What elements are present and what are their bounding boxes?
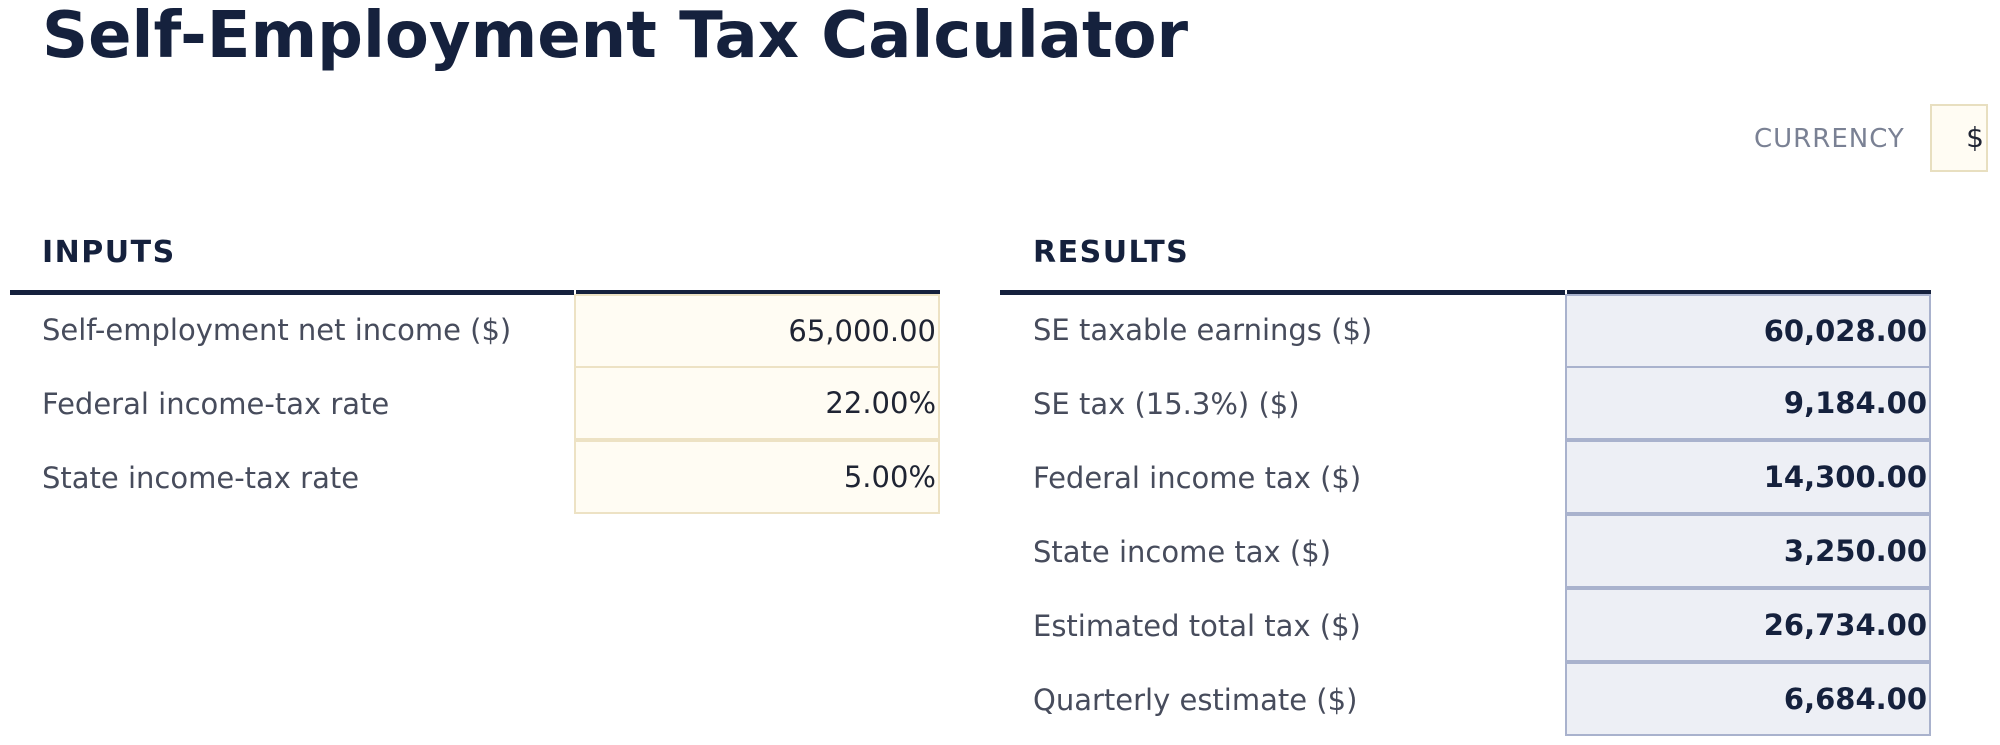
federal-income-tax-value: 14,300.00 xyxy=(1565,440,1931,514)
se-tax-value: 9,184.00 xyxy=(1565,366,1931,440)
state-income-tax-value: 3,250.00 xyxy=(1565,514,1931,588)
page-title: Self-Employment Tax Calculator xyxy=(42,0,1189,73)
result-label-total-tax: Estimated total tax ($) xyxy=(1033,609,1361,643)
results-heading-rule xyxy=(1000,290,1931,295)
inputs-rule-divider xyxy=(574,290,576,295)
result-label-federal-tax: Federal income tax ($) xyxy=(1033,461,1362,495)
currency-label: CURRENCY xyxy=(1754,124,1905,154)
se-taxable-earnings-value: 60,028.00 xyxy=(1565,294,1931,368)
result-label-se-taxable: SE taxable earnings ($) xyxy=(1033,313,1373,347)
federal-rate-input[interactable]: 22.00% xyxy=(574,366,940,440)
input-label-net-income: Self-employment net income ($) xyxy=(42,313,512,347)
input-label-federal-rate: Federal income-tax rate xyxy=(42,387,390,421)
currency-input[interactable]: $ xyxy=(1930,104,1988,172)
inputs-heading: INPUTS xyxy=(42,235,176,270)
result-label-quarterly: Quarterly estimate ($) xyxy=(1033,683,1358,717)
state-rate-input[interactable]: 5.00% xyxy=(574,440,940,514)
input-label-state-rate: State income-tax rate xyxy=(42,461,360,495)
inputs-heading-rule xyxy=(10,290,940,295)
result-label-state-tax: State income tax ($) xyxy=(1033,535,1332,569)
results-heading: RESULTS xyxy=(1033,235,1190,270)
quarterly-estimate-value: 6,684.00 xyxy=(1565,662,1931,736)
estimated-total-tax-value: 26,734.00 xyxy=(1565,588,1931,662)
results-rule-divider xyxy=(1565,290,1567,295)
result-label-se-tax: SE tax (15.3%) ($) xyxy=(1033,387,1300,421)
net-income-input[interactable]: 65,000.00 xyxy=(574,294,940,368)
